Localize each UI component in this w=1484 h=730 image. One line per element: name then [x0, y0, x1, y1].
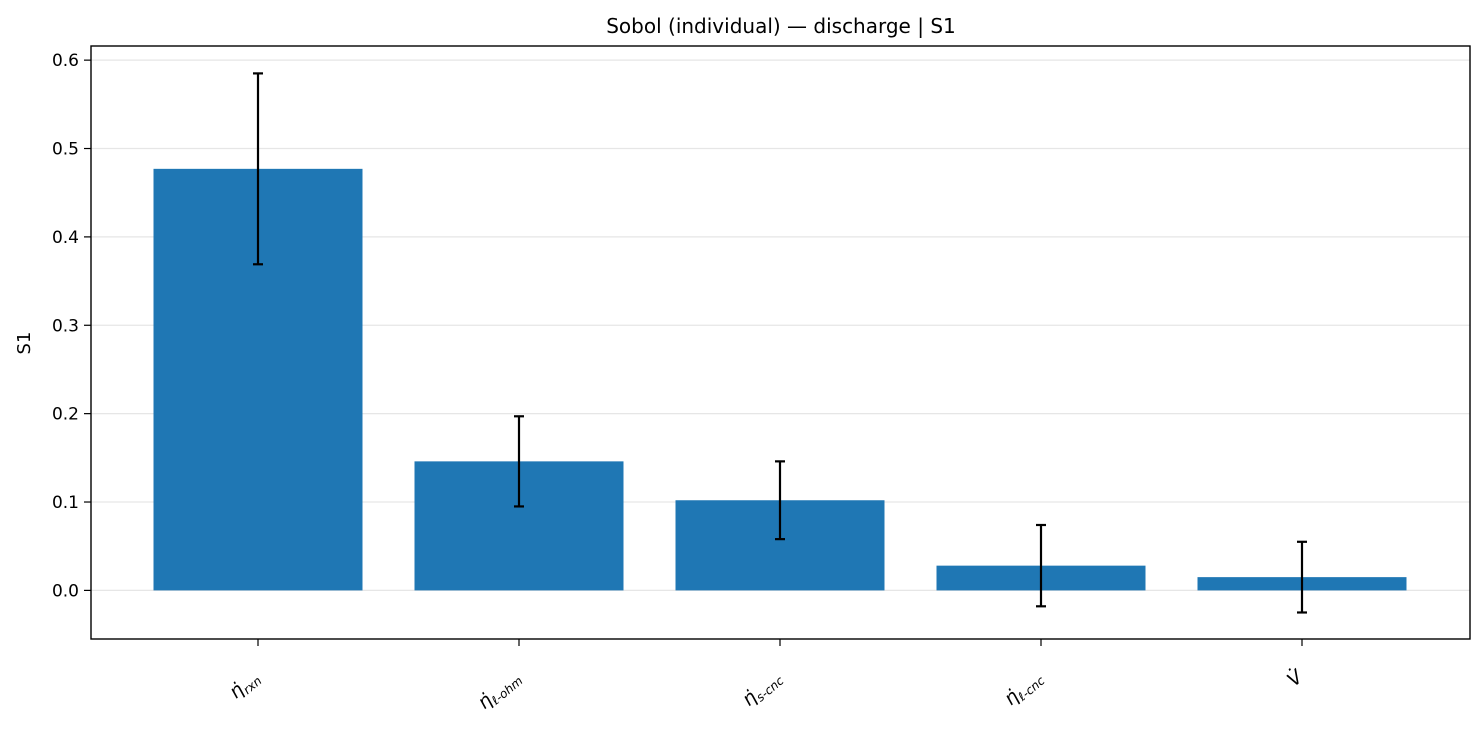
x-tick-label: η̇ℓ-ohm [473, 666, 525, 715]
x-tick-label: V̇ [1283, 664, 1309, 691]
chart-title: Sobol (individual) — discharge | S1 [606, 14, 956, 38]
x-tick-label: η̇ℓ-cnc [1000, 666, 1048, 712]
y-tick-label: 0.6 [52, 51, 79, 71]
x-tick-label-sub: s-cnc [753, 673, 786, 704]
plot-frame [90, 45, 1471, 640]
y-tick-label: 0.3 [52, 316, 79, 336]
y-tick-label: 0.2 [52, 405, 79, 425]
y-tick-label: 0.1 [52, 493, 79, 513]
x-tick-label-main: V̇ [1283, 664, 1309, 691]
x-tick-label: η̇s-cnc [738, 666, 787, 713]
y-tick-label: 0.0 [52, 581, 79, 601]
x-tick-label: η̇rxn [225, 666, 265, 705]
y-tick-label: 0.4 [52, 228, 79, 248]
y-axis-label: S1 [14, 332, 35, 355]
y-axis: 0.0 0.1 0.2 0.3 0.4 0.5 0.6 [52, 51, 91, 601]
x-tick-label-sub: ℓ-ohm [488, 674, 525, 708]
error-bars [253, 72, 1307, 614]
y-tick-label: 0.5 [52, 140, 79, 160]
x-axis: η̇rxn η̇ℓ-ohm η̇s-cnc η̇ℓ-cnc V̇ [225, 639, 1309, 715]
